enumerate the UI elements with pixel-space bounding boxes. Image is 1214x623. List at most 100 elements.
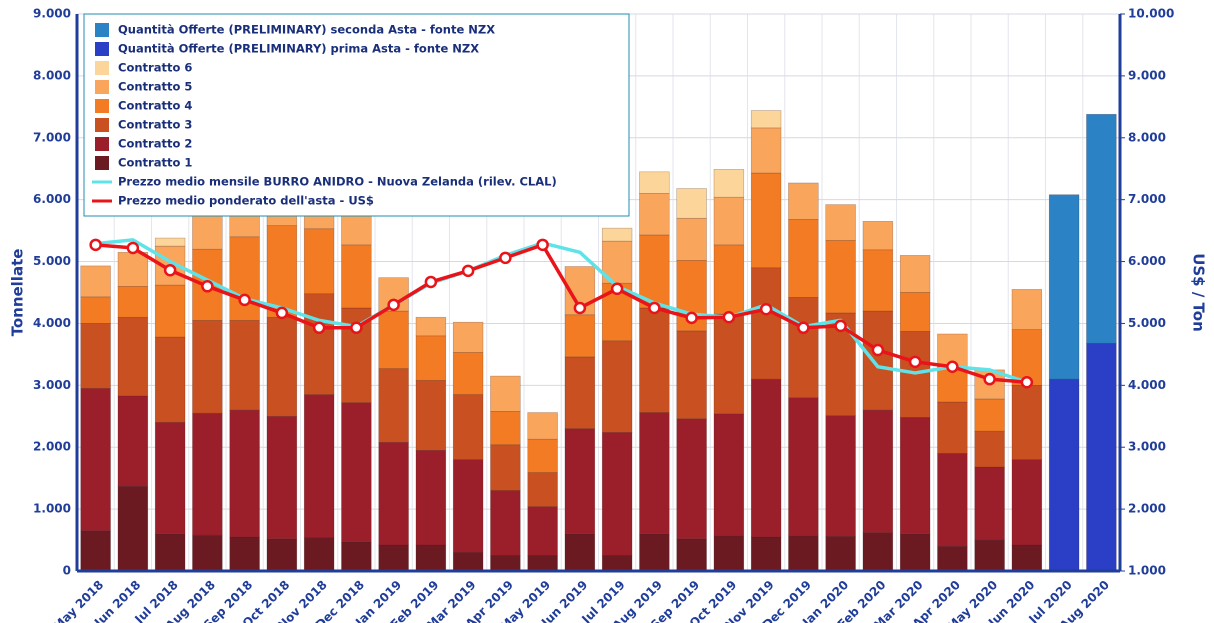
y2-tick-label: 3.000	[1128, 440, 1166, 454]
bar-segment	[1086, 113, 1117, 344]
bar-segment	[80, 530, 111, 572]
bar-segment	[862, 221, 894, 251]
y-tick-label: 7.000	[33, 130, 71, 144]
bar-segment	[415, 450, 447, 546]
bar-segment	[415, 316, 447, 337]
bar-segment	[452, 552, 484, 572]
line-marker	[201, 280, 214, 293]
legend-label: Contratto 6	[118, 61, 192, 75]
bar-segment	[676, 418, 707, 540]
bar-segment	[862, 409, 894, 533]
y2-tick-label: 7.000	[1128, 192, 1166, 206]
y2-tick-label: 8.000	[1128, 130, 1166, 144]
legend-label: Contratto 1	[118, 156, 192, 170]
bar-segment	[974, 466, 1005, 541]
bar-segment	[788, 397, 819, 537]
legend-label: Contratto 4	[118, 99, 192, 113]
bar-segment	[899, 417, 931, 535]
bar-segment	[601, 432, 633, 556]
bar-segment	[639, 234, 670, 309]
line-marker	[536, 238, 549, 252]
bar-segment	[974, 398, 1005, 432]
line-series	[95, 243, 1028, 384]
bar-segment	[452, 321, 484, 353]
bar-segment	[303, 394, 335, 538]
bar-segment	[527, 438, 558, 473]
bar-segment	[1011, 459, 1043, 546]
line-marker	[126, 241, 140, 255]
bar-segment	[639, 171, 670, 194]
bar-segment	[564, 314, 596, 358]
bar-segment	[564, 356, 596, 429]
bar-segment	[1011, 289, 1043, 330]
bar-segment	[564, 533, 596, 572]
y2-tick-label: 6.000	[1128, 254, 1166, 268]
bar-segment	[564, 428, 596, 535]
legend-label: Contratto 5	[118, 80, 192, 94]
bar-segment	[192, 412, 223, 536]
bar-segment	[341, 541, 372, 572]
bar-segment	[750, 172, 782, 269]
bar-segment	[825, 536, 856, 572]
bar-segment	[1011, 544, 1043, 572]
bar-segment	[341, 402, 372, 543]
bar-segment	[1048, 194, 1080, 380]
bar-segment	[750, 267, 782, 380]
legend-swatch	[95, 156, 109, 170]
bar-segment	[266, 225, 298, 318]
bar-segment	[1011, 385, 1043, 460]
y2-axis-title: US$ / Ton	[1190, 253, 1208, 332]
bar-segment	[527, 506, 558, 556]
bar-segment	[303, 293, 335, 395]
bar-segment	[229, 320, 260, 411]
bar-segment	[862, 532, 894, 572]
bar-segment	[490, 555, 521, 572]
bar-segment	[639, 193, 670, 236]
bar-segment	[639, 533, 670, 572]
bar-segment	[452, 352, 484, 395]
y2-tick-label: 5.000	[1128, 316, 1166, 330]
bar-segment	[80, 323, 111, 389]
bar-segment	[117, 286, 149, 318]
bar-segment	[415, 544, 447, 572]
bar-segment	[154, 284, 186, 338]
bar-segment	[490, 444, 521, 491]
y-tick-label: 3.000	[33, 378, 71, 392]
bar-segment	[676, 188, 707, 219]
bar-segment	[825, 204, 856, 241]
bar-segment	[452, 394, 484, 460]
y-tick-label: 5.000	[33, 254, 71, 268]
bar-segment	[713, 244, 745, 315]
bar-segment	[378, 368, 409, 443]
bar-segment	[713, 196, 745, 246]
bar-segment	[713, 313, 745, 415]
bar-segment	[266, 415, 298, 540]
bar-segment	[490, 411, 521, 446]
legend-swatch	[95, 61, 109, 75]
bar-segment	[80, 296, 111, 324]
legend-swatch	[95, 80, 109, 94]
bar-segment	[937, 545, 968, 572]
bar-segment	[527, 412, 558, 440]
line-marker	[610, 282, 624, 296]
y-axis-title: Tonnellate	[9, 249, 27, 337]
legend-label: Prezzo medio mensile BURRO ANIDRO - Nuov…	[118, 175, 557, 189]
bar-segment	[750, 536, 782, 572]
bar-segment	[266, 316, 298, 417]
y-tick-label: 8.000	[33, 68, 71, 82]
y2-tick-label: 10.000	[1128, 7, 1174, 21]
y2-tick-label: 9.000	[1128, 68, 1166, 82]
bar-segment	[154, 237, 186, 247]
bar-segment	[527, 555, 558, 572]
legend-label: Quantità Offerte (PRELIMINARY) prima Ast…	[118, 42, 479, 56]
line-marker	[573, 301, 587, 315]
line-marker	[350, 321, 363, 335]
bar-segment	[154, 336, 186, 423]
bar-segment	[266, 538, 298, 572]
bar-segment	[117, 251, 149, 287]
bar-segment	[639, 412, 670, 535]
bar-segment	[899, 331, 931, 418]
bar-segment	[415, 380, 447, 451]
legend-box	[83, 13, 630, 217]
bar-segment	[378, 310, 409, 369]
